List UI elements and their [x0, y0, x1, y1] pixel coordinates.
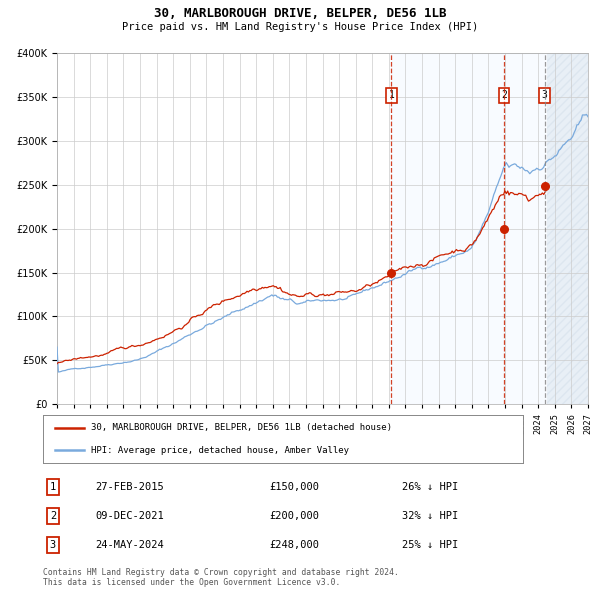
Text: 1: 1 [50, 481, 56, 491]
Text: 3: 3 [542, 90, 548, 100]
Text: HPI: Average price, detached house, Amber Valley: HPI: Average price, detached house, Ambe… [91, 445, 349, 454]
Text: Contains HM Land Registry data © Crown copyright and database right 2024.
This d: Contains HM Land Registry data © Crown c… [43, 568, 399, 587]
Bar [391, 53, 588, 404]
Text: 26% ↓ HPI: 26% ↓ HPI [402, 481, 458, 491]
Text: 3: 3 [50, 540, 56, 550]
Text: £150,000: £150,000 [269, 481, 320, 491]
Text: £248,000: £248,000 [269, 540, 320, 550]
Text: £200,000: £200,000 [269, 511, 320, 521]
Text: 2: 2 [501, 90, 507, 100]
Text: 32% ↓ HPI: 32% ↓ HPI [402, 511, 458, 521]
Text: 24-MAY-2024: 24-MAY-2024 [95, 540, 164, 550]
Text: Price paid vs. HM Land Registry's House Price Index (HPI): Price paid vs. HM Land Registry's House … [122, 22, 478, 32]
Text: 25% ↓ HPI: 25% ↓ HPI [402, 540, 458, 550]
Text: 30, MARLBOROUGH DRIVE, BELPER, DE56 1LB: 30, MARLBOROUGH DRIVE, BELPER, DE56 1LB [154, 7, 446, 20]
Text: 09-DEC-2021: 09-DEC-2021 [95, 511, 164, 521]
Bar [547, 53, 588, 404]
Text: 2: 2 [50, 511, 56, 521]
Text: 30, MARLBOROUGH DRIVE, BELPER, DE56 1LB (detached house): 30, MARLBOROUGH DRIVE, BELPER, DE56 1LB … [91, 424, 392, 432]
Text: 1: 1 [388, 90, 394, 100]
Text: 27-FEB-2015: 27-FEB-2015 [95, 481, 164, 491]
